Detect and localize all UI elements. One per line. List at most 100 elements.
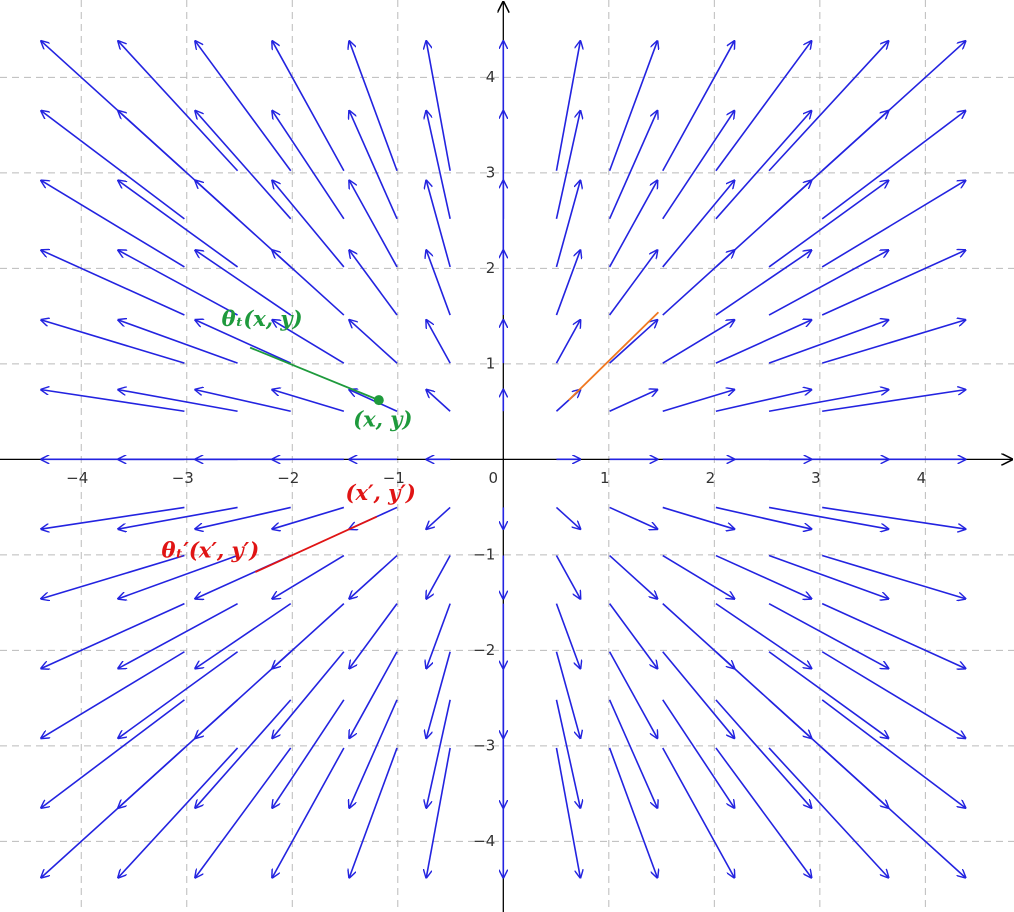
field-arrow (41, 111, 185, 220)
field-arrow (555, 320, 580, 364)
field-arrow (118, 390, 238, 413)
field-arrow (426, 747, 451, 878)
field-arrow (349, 651, 398, 738)
segment-end-label: (x′, y′) (346, 480, 416, 505)
field-arrow (768, 250, 888, 316)
field-arrow (715, 554, 812, 599)
field-arrow (822, 506, 965, 529)
field-arrow (426, 320, 451, 364)
field-arrow (118, 602, 238, 669)
field-arrow (272, 390, 345, 413)
field-arrow (118, 651, 239, 738)
y-tick-label: −2 (473, 641, 495, 659)
field-arrow (349, 747, 398, 878)
field-arrow (555, 41, 580, 171)
field-arrow (118, 506, 238, 529)
field-arrow (195, 320, 292, 364)
segment (254, 515, 378, 573)
field-arrow (349, 699, 398, 808)
field-arrow (662, 390, 735, 413)
field-arrow (821, 699, 965, 808)
field-arrow (349, 603, 398, 669)
field-arrow (608, 41, 658, 172)
field-arrow (715, 506, 812, 529)
field-arrow (608, 747, 658, 878)
field-arrow (715, 320, 812, 364)
field-arrow (715, 602, 812, 669)
field-arrow (349, 180, 398, 268)
field-arrow (555, 180, 580, 268)
field-arrow (272, 747, 345, 878)
field-arrow (609, 320, 658, 364)
field-arrow (821, 602, 965, 669)
field-arrow (608, 603, 658, 669)
field-arrow (768, 602, 888, 669)
field-arrow (195, 390, 291, 413)
field-arrow (662, 747, 735, 878)
x-tick-label: −3 (172, 469, 194, 487)
field-arrow (555, 747, 580, 878)
x-tick-label: 2 (706, 469, 716, 487)
field-arrow (41, 506, 185, 529)
field-arrow (821, 320, 965, 364)
field-arrow (555, 555, 580, 599)
field-arrow (41, 699, 185, 808)
field-arrow (41, 250, 185, 316)
field-arrow (768, 747, 888, 878)
field-arrow (426, 180, 451, 268)
y-tick-label: 1 (486, 354, 496, 372)
field-arrow (426, 555, 451, 599)
field-arrow (349, 390, 398, 412)
x-tick-label: 0 (489, 469, 499, 487)
field-arrow (768, 554, 888, 599)
field-arrow (662, 320, 735, 364)
field-arrow (715, 111, 812, 220)
x-tick-label: 3 (811, 469, 821, 487)
field-arrow (118, 747, 239, 878)
field-arrow (608, 111, 658, 220)
field-arrow (41, 320, 185, 364)
field-arrow (715, 699, 812, 808)
field-arrow (272, 320, 345, 364)
field-arrow (608, 180, 658, 268)
field-arrow (608, 699, 658, 808)
field-arrow (608, 651, 658, 738)
field-arrow (349, 111, 398, 220)
y-tick-label: 2 (486, 259, 496, 277)
field-arrow (272, 180, 345, 268)
field-arrow (821, 180, 965, 268)
field-arrow (662, 41, 735, 172)
field-arrow (608, 250, 658, 316)
field-arrow (555, 699, 580, 808)
y-tick-label: −3 (473, 736, 495, 754)
field-arrow (41, 180, 185, 268)
field-arrow (609, 554, 658, 599)
field-arrow (349, 320, 398, 364)
field-arrow (426, 41, 451, 171)
field-arrow (662, 111, 735, 220)
field-arrow (195, 699, 292, 808)
field-arrow (768, 320, 888, 364)
field-arrow (195, 41, 292, 172)
field-arrow (821, 41, 965, 172)
field-arrow (272, 651, 345, 738)
field-arrow (662, 554, 735, 599)
field-arrow (426, 651, 451, 738)
field-arrow (272, 111, 345, 220)
field-arrow (768, 180, 888, 268)
field-arrow (195, 250, 292, 316)
field-arrow (41, 554, 185, 599)
field-arrow (349, 250, 398, 316)
field-arrow (195, 747, 292, 878)
field-arrow (426, 603, 451, 669)
y-tick-label: −4 (473, 832, 495, 850)
field-arrow (118, 320, 238, 364)
segment-label: θₜ(x, y) (222, 306, 303, 331)
field-arrow (768, 651, 888, 738)
field-arrow (821, 250, 965, 316)
field-arrow (662, 699, 735, 808)
segment (568, 311, 660, 401)
field-arrow (272, 554, 345, 599)
field-arrow (41, 390, 185, 413)
field-arrow (426, 699, 451, 808)
